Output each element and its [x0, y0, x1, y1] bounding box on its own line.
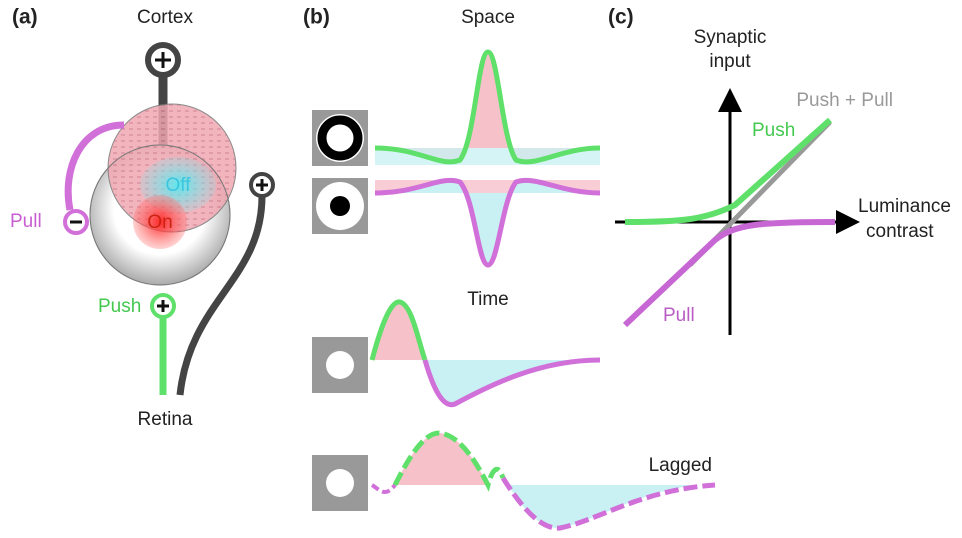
- label: Pull: [10, 211, 42, 232]
- label: Pull: [663, 305, 695, 326]
- label: Push: [98, 296, 141, 317]
- response-area: [375, 52, 600, 162]
- label: Space: [461, 7, 515, 28]
- response-area: [375, 180, 600, 265]
- label: Push + Pull: [796, 90, 893, 111]
- panel-b: (b) Space Time Lagged: [303, 6, 715, 529]
- panel-a: (a) Cortex Off On Pull Push Retina: [10, 6, 273, 430]
- panel-label: (c): [608, 6, 634, 29]
- label: On: [147, 212, 172, 233]
- push-curve: [625, 120, 830, 222]
- label: Cortex: [137, 7, 193, 28]
- response-area: [425, 360, 600, 405]
- response-curve: [372, 485, 395, 492]
- panel-label: (a): [12, 6, 38, 29]
- panel-label: (b): [303, 6, 330, 29]
- label: Luminance: [858, 196, 951, 217]
- label: Lagged: [649, 455, 712, 476]
- label: Push: [752, 120, 795, 141]
- label: contrast: [866, 221, 934, 242]
- label: input: [709, 51, 751, 72]
- response-area: [372, 433, 488, 485]
- figure: (a) Cortex Off On Pull Push Retina (b) S…: [0, 0, 962, 538]
- label: Retina: [138, 409, 193, 430]
- label: Off: [166, 175, 192, 196]
- label: Time: [467, 289, 509, 310]
- label: Synaptic: [694, 27, 767, 48]
- panel-c: (c) Synaptic input Luminance contrast Pu…: [608, 6, 951, 335]
